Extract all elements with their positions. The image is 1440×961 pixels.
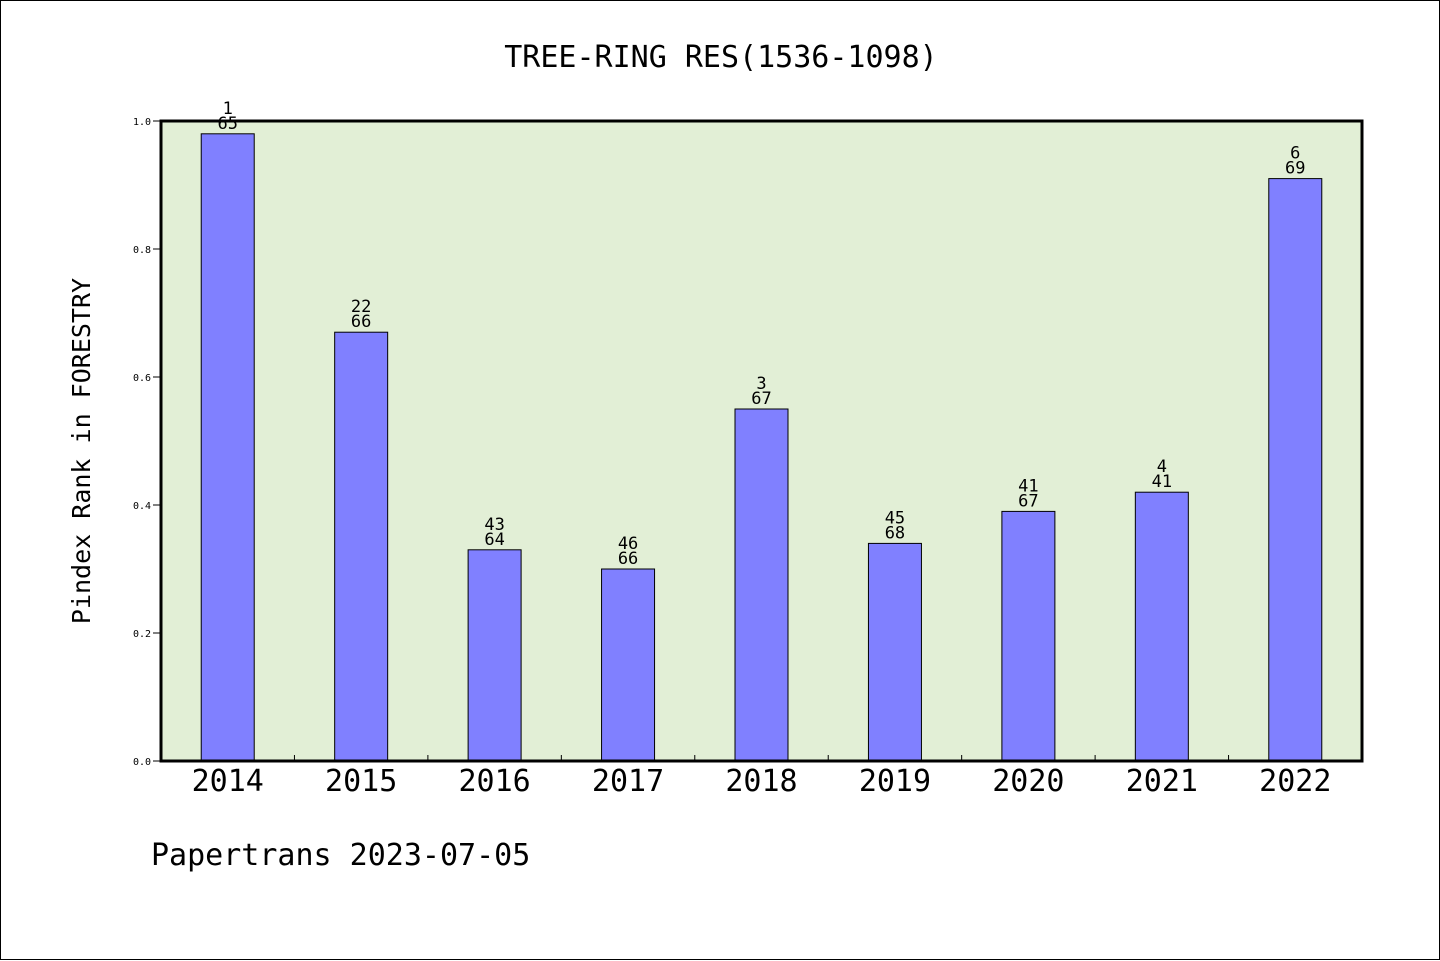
bar-label-top-2018: 3 xyxy=(756,374,766,394)
bar-2017 xyxy=(601,568,656,762)
bar-label-top-2014: 1 xyxy=(223,99,233,119)
bar-2014 xyxy=(200,133,255,762)
bar-2022 xyxy=(1268,178,1323,762)
x-tick-label-2018: 2018 xyxy=(725,764,797,799)
y-tick-label-0.6: 0.6 xyxy=(133,373,151,384)
bar-label-bottom-2018: 67 xyxy=(751,389,771,409)
bar-2021 xyxy=(1134,491,1189,762)
y-tick-label-0.8: 0.8 xyxy=(133,245,151,256)
y-tick-label-0.0: 0.0 xyxy=(133,757,151,768)
bar-label-bottom-2014: 65 xyxy=(217,114,237,134)
x-tick-label-2014: 2014 xyxy=(192,764,264,799)
bar-label-bottom-2020: 67 xyxy=(1018,491,1038,511)
bar-label-top-2020: 41 xyxy=(1018,476,1038,496)
bar-2018 xyxy=(734,408,789,762)
bar-label-bottom-2016: 64 xyxy=(484,530,504,550)
y-axis-label: Pindex Rank in FORESTRY xyxy=(67,278,96,624)
bar-label-top-2015: 22 xyxy=(351,297,371,317)
bar-label-bottom-2022: 69 xyxy=(1285,159,1305,179)
bar-label-top-2016: 43 xyxy=(484,515,504,535)
x-tick-label-2019: 2019 xyxy=(859,764,931,799)
footer-text: Papertrans 2023-07-05 xyxy=(151,838,530,873)
bar-2015 xyxy=(334,331,389,762)
bar-label-bottom-2019: 68 xyxy=(885,523,905,543)
x-tick-label-2015: 2015 xyxy=(325,764,397,799)
bar-2019 xyxy=(867,542,922,762)
bar-label-top-2019: 45 xyxy=(885,508,905,528)
chart-title: TREE-RING RES(1536-1098) xyxy=(504,40,937,75)
x-tick-label-2017: 2017 xyxy=(592,764,664,799)
bar-label-top-2021: 4 xyxy=(1157,457,1167,477)
y-tick-label-1.0: 1.0 xyxy=(133,117,151,128)
x-tick-label-2020: 2020 xyxy=(992,764,1064,799)
bar-label-bottom-2021: 41 xyxy=(1152,472,1172,492)
plot-border xyxy=(159,119,1364,763)
x-tick-label-2022: 2022 xyxy=(1259,764,1331,799)
bar-label-bottom-2015: 66 xyxy=(351,312,371,332)
bar-label-top-2017: 46 xyxy=(618,534,638,554)
x-tick-label-2021: 2021 xyxy=(1126,764,1198,799)
y-tick-label-0.2: 0.2 xyxy=(133,629,151,640)
bar-label-bottom-2017: 66 xyxy=(618,549,638,569)
y-tick-label-0.4: 0.4 xyxy=(133,501,151,512)
bars-layer xyxy=(200,133,1323,762)
axis-layer: 2014 2015 2016 2017 2018 2019 2020 2021 2022 0.0 0… xyxy=(133,117,1331,799)
bar-2016 xyxy=(467,549,522,762)
bar-2020 xyxy=(1001,510,1056,762)
bar-label-top-2022: 6 xyxy=(1290,144,1300,164)
x-tick-label-2016: 2016 xyxy=(458,764,530,799)
